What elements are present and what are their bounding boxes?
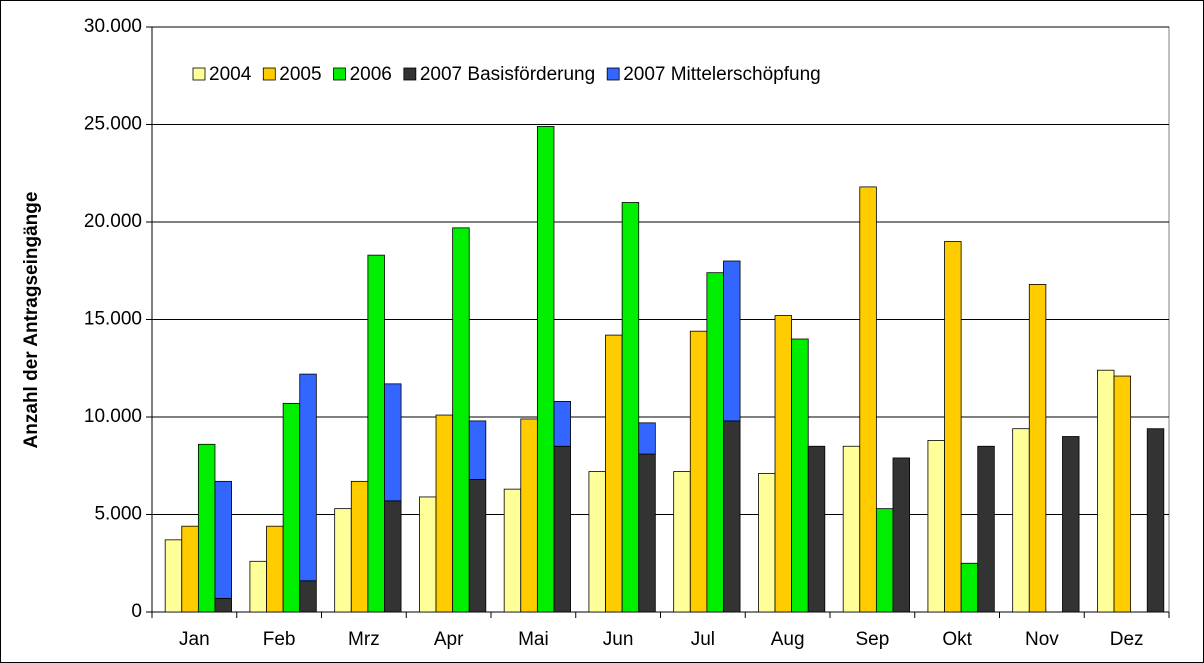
bar — [605, 334, 623, 613]
x-tick-label: Aug — [771, 629, 805, 650]
bar — [977, 445, 995, 613]
bar — [299, 580, 317, 613]
bar — [723, 260, 741, 422]
legend-swatch — [403, 67, 417, 81]
legend-label: 2005 — [279, 64, 321, 85]
x-tick-label: Feb — [263, 629, 296, 650]
x-tick-label: Sep — [855, 629, 889, 650]
legend-swatch — [333, 67, 346, 81]
y-tick-label: 30.000 — [84, 16, 142, 37]
y-tick-label: 25.000 — [84, 114, 142, 135]
bar — [553, 400, 571, 447]
bar — [181, 525, 199, 613]
bar — [875, 508, 894, 613]
y-axis-label: Anzahl der Antragseingänge — [21, 192, 42, 449]
legend-label: 2006 — [350, 64, 392, 85]
bar — [758, 473, 776, 613]
bar — [435, 414, 454, 613]
bar — [197, 443, 216, 613]
legend-swatch — [262, 67, 276, 81]
y-tick-label: 20.000 — [84, 211, 142, 232]
bar — [299, 373, 317, 582]
bar — [164, 539, 183, 613]
bar — [723, 420, 741, 613]
bar — [468, 478, 487, 613]
bar — [503, 488, 522, 613]
x-tick-label: Jul — [691, 629, 715, 650]
bar — [638, 453, 656, 613]
x-tick-label: Dez — [1110, 629, 1144, 650]
bar — [859, 186, 877, 613]
legend-label: 2007 Mittelerschöpfung — [623, 64, 821, 85]
bar — [384, 383, 402, 502]
y-tick-label: 5.000 — [94, 504, 142, 525]
y-tick-label: 10.000 — [84, 406, 142, 427]
bar — [266, 525, 284, 613]
bar — [791, 338, 809, 613]
x-tick-label: Okt — [942, 629, 972, 650]
bar — [282, 402, 301, 613]
x-tick-label: Mrz — [348, 629, 380, 650]
bar — [1146, 428, 1165, 613]
bar — [214, 597, 232, 613]
bar — [520, 418, 538, 613]
legend-label: 2004 — [209, 64, 252, 85]
bar — [960, 562, 979, 613]
bar — [384, 500, 402, 613]
bar — [638, 422, 656, 455]
bar — [807, 445, 826, 613]
bar — [1062, 436, 1080, 613]
bar — [927, 439, 945, 613]
bar — [452, 227, 470, 613]
legend-swatch — [192, 67, 206, 81]
legend-swatch — [606, 67, 620, 81]
bar — [334, 508, 352, 613]
bar — [1012, 428, 1030, 613]
bar — [553, 445, 571, 613]
bar — [1097, 369, 1115, 613]
bar — [214, 480, 232, 599]
x-tick-label: Apr — [434, 629, 464, 650]
bar — [367, 254, 385, 613]
y-tick-label: 15.000 — [84, 309, 142, 330]
bar — [774, 315, 793, 613]
bar — [892, 457, 910, 613]
bar — [842, 445, 861, 613]
bar — [419, 496, 437, 613]
x-tick-label: Nov — [1025, 629, 1059, 650]
bar — [689, 330, 708, 613]
bar — [621, 202, 640, 613]
bar — [673, 471, 691, 613]
bar — [588, 471, 606, 613]
bar — [944, 241, 962, 613]
x-tick-label: Jan — [179, 629, 210, 650]
bar — [706, 272, 724, 613]
legend-label: 2007 Basisförderung — [420, 64, 595, 85]
x-tick-label: Jun — [603, 629, 634, 650]
bar — [249, 560, 267, 613]
bar — [350, 480, 369, 613]
y-tick-label: 0 — [131, 601, 142, 622]
bar — [1028, 283, 1047, 613]
x-tick-label: Mai — [518, 629, 549, 650]
bar — [468, 420, 487, 480]
bar — [1113, 375, 1132, 613]
bar — [536, 126, 555, 613]
